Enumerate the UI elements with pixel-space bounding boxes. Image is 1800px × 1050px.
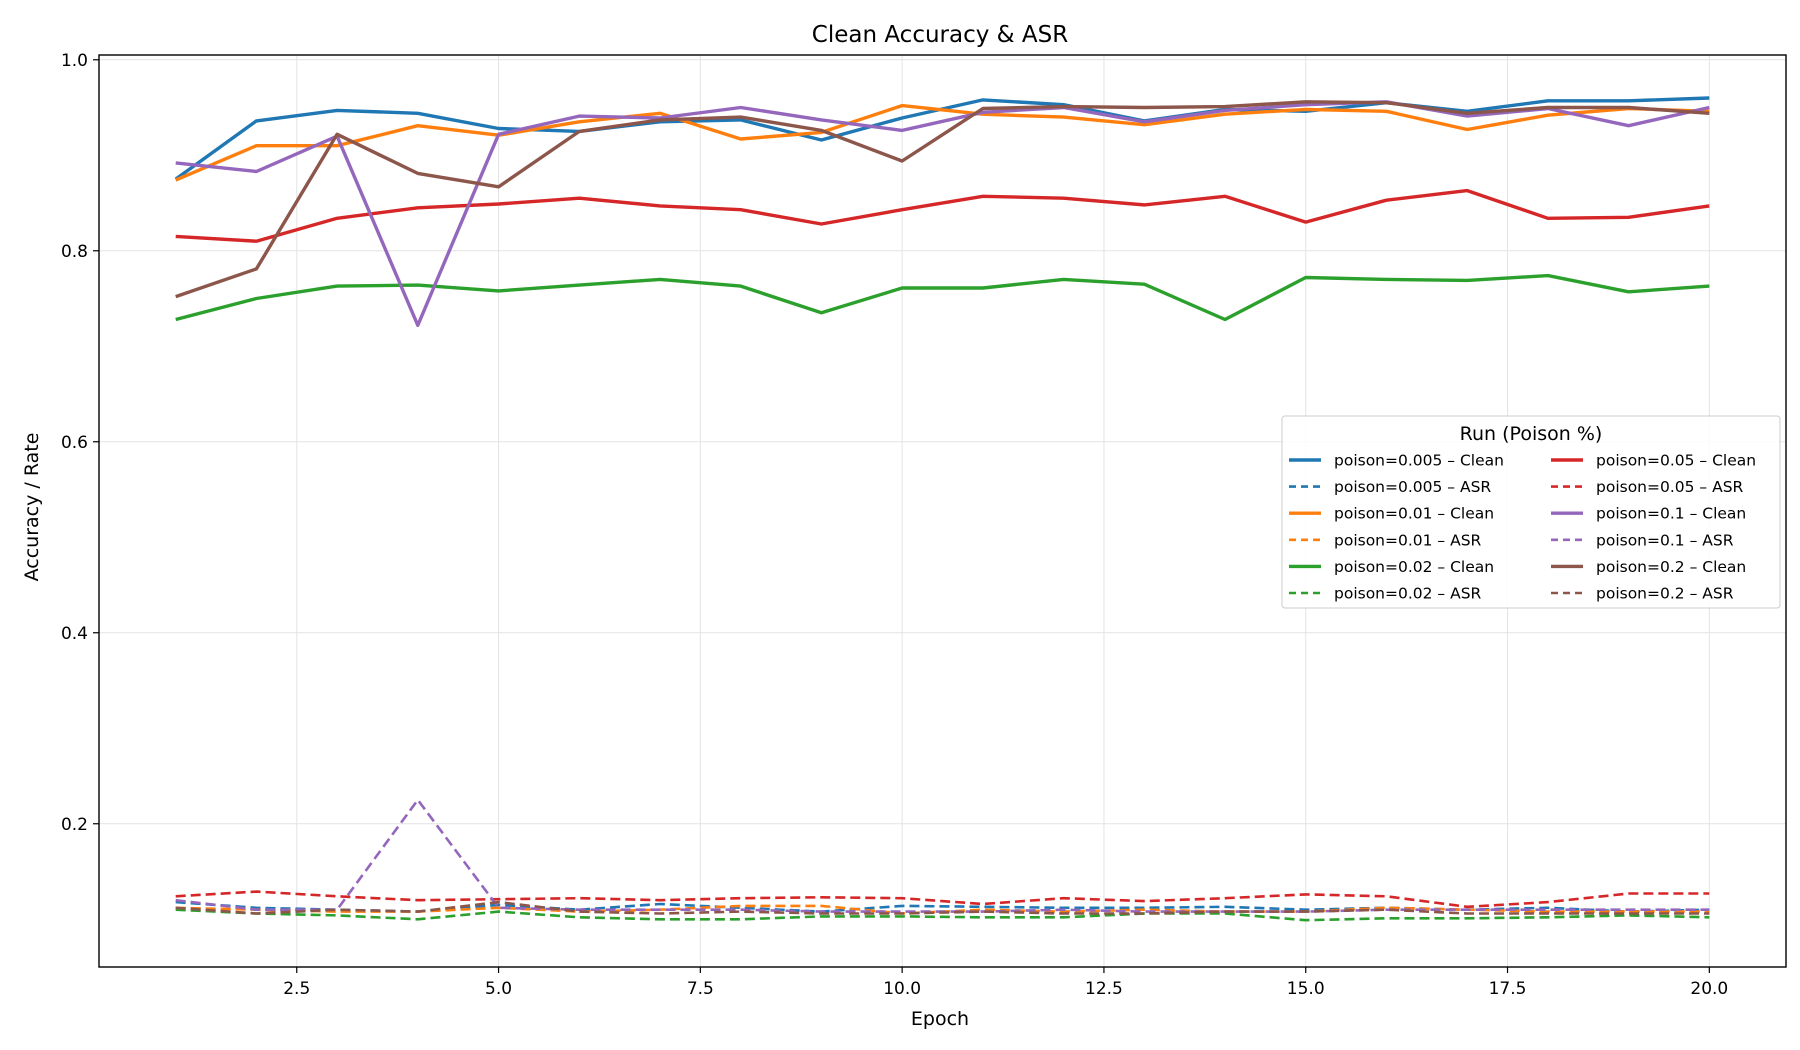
legend-entry-label: poison=0.02 – Clean	[1334, 558, 1494, 576]
series-line-poison-0-02-clean	[175, 273, 1710, 322]
series-lines	[174, 96, 1710, 922]
series-line-poison-0-1-clean	[175, 100, 1710, 327]
axis-ticks: 2.5 5.0 7.5 10.0 12.5 15.0 17.5 20.0 0.2 0.4 0.6 0.…	[61, 51, 1728, 999]
series-line-poison-0-2-clean	[175, 100, 1710, 299]
plot-area-frame	[98, 54, 1787, 968]
y-tick-label: 0.6	[61, 433, 88, 453]
x-axis-label: Epoch	[911, 1008, 969, 1030]
legend-box	[1281, 415, 1781, 609]
series-line-poison-0-1-asr	[175, 798, 1710, 913]
series-line-poison-0-02-asr	[175, 908, 1710, 922]
legend-title: Run (Poison %)	[1460, 423, 1603, 445]
legend-entry-label: poison=0.2 – Clean	[1596, 558, 1746, 576]
legend-entry-label: poison=0.005 – Clean	[1334, 452, 1504, 470]
legend-entry-label: poison=0.01 – ASR	[1334, 531, 1482, 549]
x-tick-label: 12.5	[1085, 979, 1123, 999]
legend-entry-label: poison=0.05 – ASR	[1596, 478, 1744, 496]
x-tick-label: 2.5	[283, 979, 310, 999]
legend-entry-label: poison=0.05 – Clean	[1596, 452, 1756, 470]
x-tick-label: 7.5	[687, 979, 714, 999]
x-tick-label: 17.5	[1489, 979, 1527, 999]
legend-entry-label: poison=0.005 – ASR	[1334, 478, 1491, 496]
legend-entry-label: poison=0.01 – Clean	[1334, 505, 1494, 523]
legend-entry-label: poison=0.1 – ASR	[1596, 531, 1734, 549]
legend-entry-label: poison=0.2 – ASR	[1596, 585, 1734, 603]
series-line-poison-0-05-clean	[175, 188, 1710, 243]
series-line-poison-0-05-asr	[175, 890, 1710, 909]
legend: Run (Poison %) poison=0.005 – Clean poiso…	[1281, 415, 1781, 609]
y-tick-label: 0.4	[61, 624, 88, 644]
x-tick-label: 20.0	[1690, 979, 1728, 999]
x-tick-label: 5.0	[485, 979, 512, 999]
series-line-poison-0-01-clean	[175, 103, 1710, 182]
series-line-poison-0-2-asr	[175, 900, 1710, 915]
y-tick-label: 1.0	[61, 51, 88, 71]
y-tick-label: 0.8	[61, 242, 88, 262]
legend-entry-label: poison=0.1 – Clean	[1596, 505, 1746, 523]
chart-title: Clean Accuracy & ASR	[812, 22, 1068, 48]
x-tick-label: 10.0	[883, 979, 921, 999]
y-axis-label: Accuracy / Rate	[21, 433, 43, 582]
legend-entry-label: poison=0.02 – ASR	[1334, 585, 1482, 603]
y-tick-label: 0.2	[61, 815, 88, 835]
x-tick-label: 15.0	[1287, 979, 1325, 999]
